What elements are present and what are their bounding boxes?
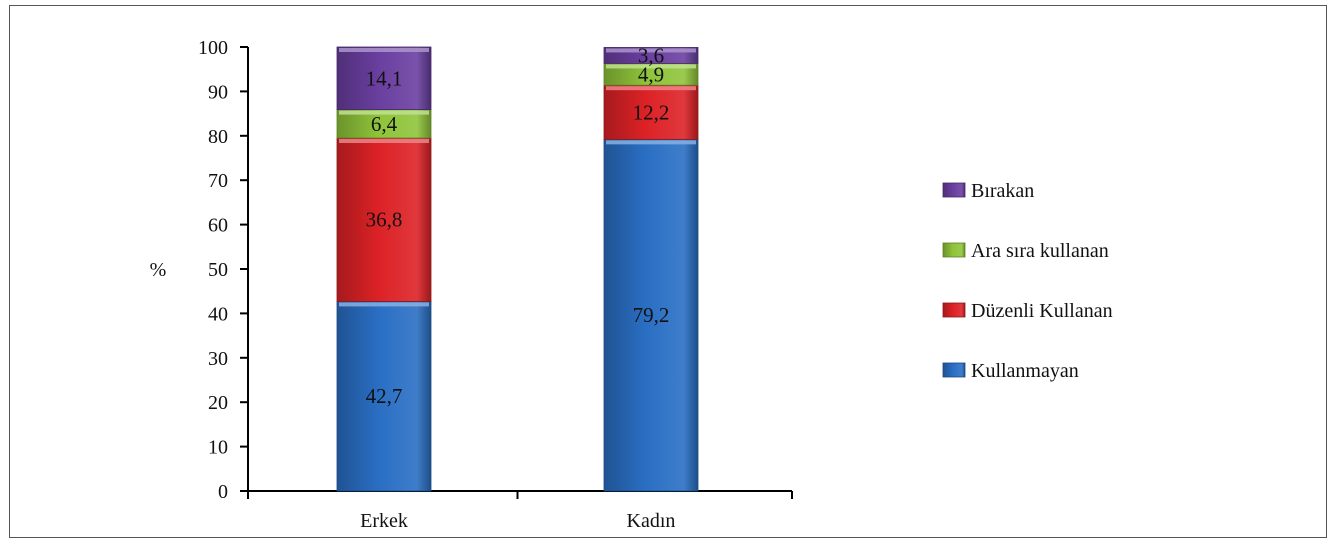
- bar-segment-highlight: [606, 48, 696, 53]
- y-tick-label: 0: [218, 481, 228, 503]
- legend-swatch: [942, 362, 966, 378]
- y-tick-label: 100: [198, 37, 228, 59]
- legend: Bırakan Ara sıra kullanan Düzenli Kullanan…: [942, 180, 1113, 382]
- legend-label: Düzenli Kullanan: [971, 300, 1113, 322]
- data-label: 6,4: [371, 112, 398, 136]
- bar-segment: [603, 84, 699, 140]
- y-tick-label: 20: [208, 392, 228, 414]
- bar-segment-highlight: [339, 110, 429, 115]
- bar-segment-highlight: [339, 302, 429, 307]
- bars: [336, 46, 699, 492]
- y-tick-label: 10: [208, 437, 228, 459]
- bar-segment: [336, 301, 432, 492]
- legend-swatch: [942, 242, 966, 258]
- y-tick-label: 80: [208, 126, 228, 148]
- data-label: 14,1: [366, 66, 403, 90]
- bar-segment: [603, 138, 699, 492]
- bar-segment: [336, 137, 432, 302]
- data-label: 42,7: [366, 384, 403, 408]
- data-labels: 42,7 36,8 6,4 14,1 79,2 12,2 4,93,6: [366, 43, 670, 408]
- data-label: 36,8: [366, 208, 403, 232]
- legend-label: Ara sıra kullanan: [971, 240, 1109, 262]
- y-tick-label: 30: [208, 348, 228, 370]
- y-tick-label: 60: [208, 215, 228, 237]
- y-axis-title: %: [150, 259, 167, 281]
- axes: 0 10 20 30 40 50 60 70 80 90 100% Erkek Kadın: [150, 37, 793, 532]
- y-tick-label: 90: [208, 81, 228, 103]
- bar-segment: [336, 46, 432, 111]
- y-tick-label: 50: [208, 259, 228, 281]
- bar-segment-highlight: [606, 86, 696, 91]
- chart-frame: [9, 5, 1327, 538]
- data-label: 12,2: [633, 100, 670, 124]
- x-category-label: Kadın: [627, 510, 676, 532]
- data-label: 4,9: [638, 62, 664, 86]
- data-label: 79,2: [633, 303, 670, 327]
- bar-segment-highlight: [606, 64, 696, 69]
- bar-segment-highlight: [339, 139, 429, 144]
- bar-segment-highlight: [339, 48, 429, 52]
- data-label: 3,6: [638, 43, 664, 67]
- y-tick-label: 70: [208, 170, 228, 192]
- legend-swatch: [942, 182, 966, 198]
- legend-label: Bırakan: [971, 180, 1034, 202]
- x-category-label: Erkek: [360, 510, 408, 532]
- legend-swatch: [942, 302, 966, 318]
- legend-label: Kullanmayan: [971, 360, 1079, 382]
- y-tick-label: 40: [208, 303, 228, 325]
- bar-segment-highlight: [606, 140, 696, 145]
